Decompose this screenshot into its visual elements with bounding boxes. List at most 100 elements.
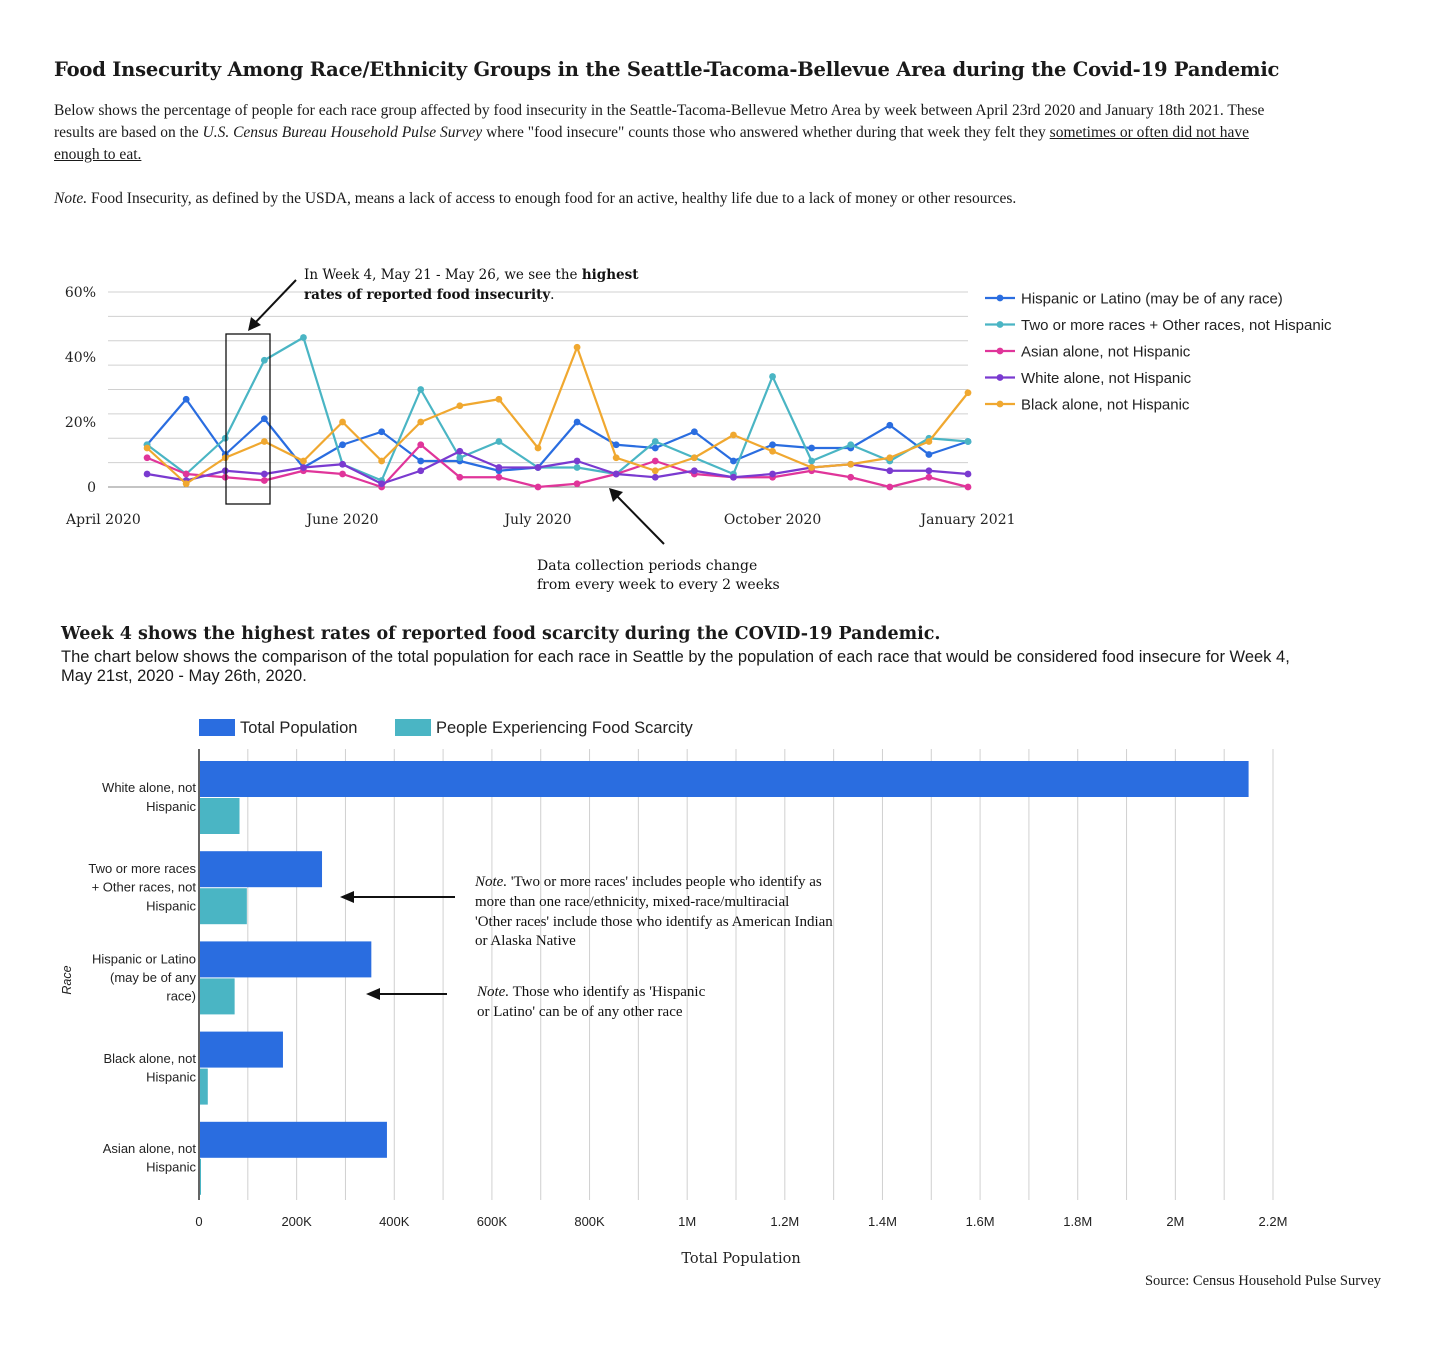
line-point-black: [964, 389, 972, 397]
bar-food_scarcity-2: [200, 978, 235, 1015]
line-point-asian: [182, 470, 190, 478]
peak-note-bold2: rates of reported food insecurity: [304, 287, 551, 303]
legend-label-hispanic: Hispanic or Latino (may be of any race): [1021, 291, 1283, 308]
line-point-asian: [339, 470, 346, 478]
line-point-two_or_more: [808, 457, 816, 465]
hispanic-note-arrow-head: [366, 988, 380, 1000]
bar-food_scarcity-0: [200, 798, 240, 834]
period-note-line1: Data collection periods change: [537, 558, 757, 574]
legend-label-two_or_more: Two or more races + Other races, not His…: [1021, 317, 1332, 334]
line-point-hispanic: [925, 451, 933, 458]
bar-chart-x-tick-label: 200K: [281, 1214, 312, 1229]
line-point-black: [417, 418, 425, 426]
line-point-hispanic: [690, 428, 698, 436]
line-series-two_or_more: [146, 336, 969, 482]
line-point-two_or_more: [417, 386, 425, 393]
line-point-white: [378, 480, 386, 488]
bar-chart-x-tick-label: 1.8M: [1063, 1214, 1092, 1229]
line-chart-grid: [108, 291, 968, 488]
line-point-white: [925, 467, 933, 475]
bar-chart-x-tick-label: 600K: [477, 1214, 508, 1229]
intro-paragraph: Below shows the percentage of people for…: [54, 100, 1294, 166]
hispanic-note-line1: Note. Those who identify as 'Hispanic: [476, 984, 706, 1000]
period-note-line2: from every week to every 2 weeks: [537, 577, 780, 593]
bar-chart-category-labels: White alone, not Hispanic Two or more race…: [88, 780, 196, 1174]
line-chart: 0 20% 40% 60% April 2020 June 2020 July 2020 O…: [65, 267, 1332, 593]
line-point-hispanic: [769, 441, 776, 449]
week4-arrow-head: [248, 317, 261, 331]
line-point-asian: [260, 477, 268, 484]
line-point-two_or_more: [651, 438, 659, 445]
line-point-black: [573, 343, 581, 351]
line-point-black: [378, 457, 386, 465]
line-point-white: [769, 470, 776, 478]
two-or-more-note-arrow-head: [340, 891, 354, 903]
line-point-hispanic: [808, 444, 816, 452]
line-point-white: [339, 460, 346, 468]
line-point-two_or_more: [964, 438, 972, 445]
category-label-1: Two or more races: [88, 861, 196, 876]
line-point-white: [417, 467, 425, 475]
bar-food_scarcity-1: [200, 888, 247, 925]
line-point-black: [925, 438, 933, 445]
bar-chart-bars: [200, 761, 1249, 1195]
category-label-3: Hispanic: [146, 1069, 196, 1084]
line-series-asian: [146, 443, 969, 489]
line-point-asian: [534, 483, 542, 491]
bar-food_scarcity-3: [200, 1068, 208, 1105]
two-or-more-note-line2: more than one race/ethnicity, mixed-race…: [475, 894, 789, 910]
line-point-black: [495, 395, 503, 403]
line-chart-y-tick-label: 0: [87, 480, 96, 496]
line-series-black: [146, 346, 969, 485]
line-point-white: [221, 467, 229, 475]
line-point-two_or_more: [495, 438, 503, 445]
line-point-black: [456, 402, 464, 410]
two-or-more-note-line4: or Alaska Native: [475, 933, 576, 949]
line-point-black: [339, 418, 346, 426]
bar-total_population-1: [200, 851, 323, 888]
line-chart-y-tick-label: 60%: [65, 285, 96, 301]
peak-note-line1: In Week 4, May 21 - May 26, we see the h…: [304, 267, 639, 283]
line-point-hispanic: [651, 444, 659, 452]
category-label-0: Hispanic: [146, 799, 196, 814]
category-label-2: (may be of any: [110, 970, 196, 985]
line-point-asian: [221, 473, 229, 481]
category-label-1: + Other races, not: [92, 880, 197, 895]
line-point-hispanic: [886, 421, 894, 429]
line-chart-x-tick-label: January 2021: [918, 512, 1015, 528]
legend-marker-black: [996, 400, 1004, 408]
period-change-arrow-head: [609, 488, 623, 502]
note-text: Food Insecurity, as defined by the USDA,…: [87, 190, 1017, 207]
line-point-two_or_more: [221, 434, 229, 442]
line-point-black: [534, 444, 542, 452]
bar-chart-grid: [198, 749, 1274, 1200]
line-point-black: [886, 454, 894, 462]
line-point-two_or_more: [260, 356, 268, 364]
line-point-white: [612, 470, 620, 478]
bar-chart-x-axis-title: Total Population: [681, 1251, 800, 1267]
line-point-two_or_more: [769, 373, 776, 380]
bar-chart-x-tick-label: 1.4M: [868, 1214, 897, 1229]
line-point-black: [260, 438, 268, 445]
bar-chart-x-tick-label: 1.2M: [770, 1214, 799, 1229]
line-point-asian: [143, 454, 151, 462]
period-change-arrow: [613, 492, 665, 545]
bar-chart: Total Population People Experiencing Food…: [60, 719, 1287, 1267]
note2-text1: Those who identify as 'Hispanic: [509, 984, 705, 1000]
category-label-2: Hispanic or Latino: [92, 951, 196, 966]
category-label-4: Hispanic: [146, 1160, 196, 1175]
category-label-4: Asian alone, not: [103, 1141, 197, 1156]
category-label-2: race): [166, 989, 196, 1004]
line-point-black: [847, 460, 855, 468]
line-point-black: [182, 480, 190, 488]
line-point-asian: [573, 480, 581, 488]
line-point-black: [612, 454, 620, 462]
line-point-white: [534, 464, 542, 471]
line-point-hispanic: [730, 457, 737, 465]
week4-arrow: [251, 279, 297, 327]
bar-chart-x-tick-label: 1M: [678, 1214, 696, 1229]
line-point-two_or_more: [456, 454, 464, 462]
line-chart-x-tick-label: June 2020: [305, 512, 379, 528]
line-point-white: [573, 457, 581, 465]
peak-note-suffix: .: [550, 287, 554, 303]
